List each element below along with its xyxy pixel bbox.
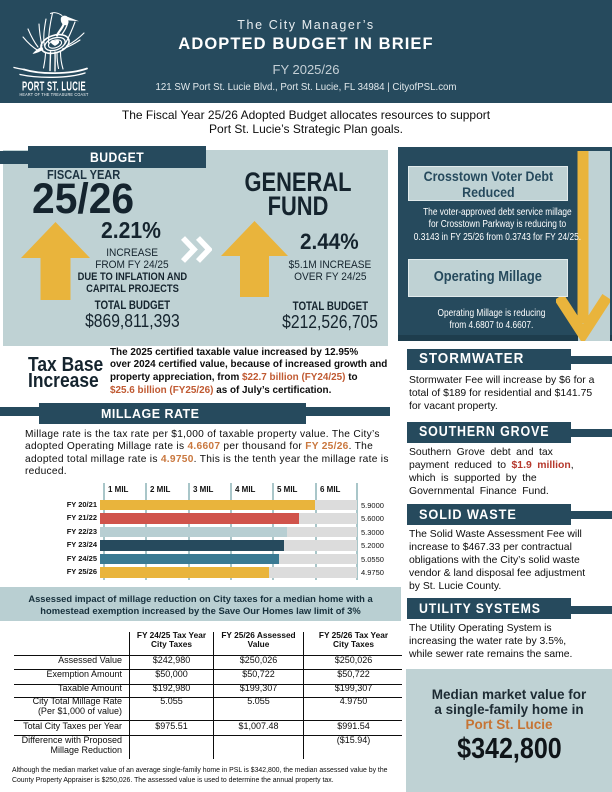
svg-text:PORT ST. LUCIE: PORT ST. LUCIE: [22, 80, 86, 95]
svg-text:HEART OF THE TREASURE COAST: HEART OF THE TREASURE COAST: [19, 92, 88, 97]
